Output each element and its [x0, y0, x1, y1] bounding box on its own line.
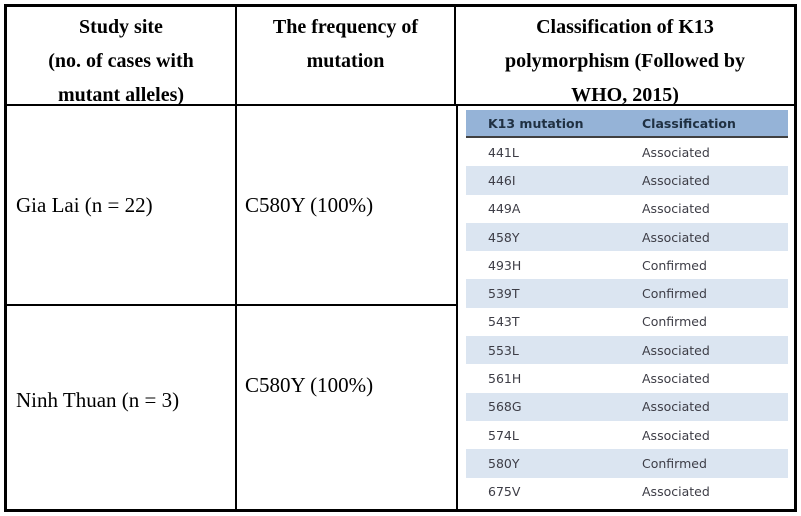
k13-mutation-header: K13 mutation: [488, 115, 584, 131]
k13-classification-cell: K13 mutation Classification 441L Associa…: [458, 106, 794, 509]
k13-classification: Associated: [642, 201, 710, 217]
table-body: Gia Lai (n = 22) C580Y (100%) Ninh Thuan…: [7, 106, 794, 509]
k13-mutation: 543T: [488, 314, 520, 330]
k13-row: 553L Associated: [466, 336, 788, 365]
k13-row: 543T Confirmed: [466, 308, 788, 336]
k13-classification: Associated: [642, 427, 710, 443]
k13-mutation: 553L: [488, 342, 519, 358]
k13-mutation: 441L: [488, 144, 519, 160]
k13-classification: Confirmed: [642, 257, 707, 273]
k13-row: 561H Associated: [466, 364, 788, 392]
site-ninh-thuan: Ninh Thuan (n = 3): [7, 306, 237, 509]
k13-row: 446I Associated: [466, 166, 788, 195]
study-table: Study site (no. of cases with mutant all…: [4, 4, 797, 512]
k13-row: 493H Confirmed: [466, 251, 788, 279]
k13-classification: Associated: [642, 229, 710, 245]
k13-row: 574L Associated: [466, 421, 788, 449]
k13-mutation: 539T: [488, 286, 520, 302]
header-study-site: Study site (no. of cases with mutant all…: [7, 7, 237, 106]
table-row: Gia Lai (n = 22) C580Y (100%): [7, 106, 458, 306]
k13-row: 449A Associated: [466, 195, 788, 223]
k13-row: 458Y Associated: [466, 222, 788, 252]
k13-mutation: 449A: [488, 201, 521, 217]
k13-classification: Confirmed: [642, 455, 707, 471]
k13-classification: Associated: [642, 144, 710, 160]
k13-mutation: 561H: [488, 371, 522, 387]
header-classification: Classification of K13 polymorphism (Foll…: [504, 16, 746, 106]
table-header-row: Study site (no. of cases with mutant all…: [7, 7, 794, 106]
k13-classification: Confirmed: [642, 314, 707, 330]
frequency-gia-lai: C580Y (100%): [237, 106, 458, 304]
k13-row: 539T Confirmed: [466, 279, 788, 308]
k13-table-header: K13 mutation Classification: [466, 110, 788, 138]
k13-mutation: 493H: [488, 257, 522, 273]
site-frequency-columns: Gia Lai (n = 22) C580Y (100%) Ninh Thuan…: [7, 106, 458, 509]
k13-mutation: 580Y: [488, 455, 520, 471]
table-row: Ninh Thuan (n = 3) C580Y (100%): [7, 306, 458, 509]
k13-classification-header: Classification: [642, 115, 736, 131]
k13-classification: Associated: [642, 342, 710, 358]
k13-classification: Associated: [642, 484, 710, 500]
k13-mutation: 568G: [488, 399, 522, 415]
k13-row: 675V Associated: [466, 478, 788, 506]
k13-mutation: 458Y: [488, 229, 520, 245]
site-gia-lai: Gia Lai (n = 22): [7, 106, 237, 304]
k13-mutation: 446I: [488, 172, 516, 188]
k13-classification: Associated: [642, 172, 710, 188]
k13-table: K13 mutation Classification 441L Associa…: [466, 110, 788, 506]
header-frequency: The frequency of mutation: [237, 7, 456, 104]
k13-mutation: 675V: [488, 484, 521, 500]
k13-classification: Associated: [642, 371, 710, 387]
frequency-ninh-thuan: C580Y (100%): [237, 306, 458, 509]
k13-classification: Associated: [642, 399, 710, 415]
k13-row: 580Y Confirmed: [466, 449, 788, 478]
k13-row: 568G Associated: [466, 392, 788, 421]
k13-mutation: 574L: [488, 427, 519, 443]
k13-row: 441L Associated: [466, 138, 788, 166]
k13-classification: Confirmed: [642, 286, 707, 302]
